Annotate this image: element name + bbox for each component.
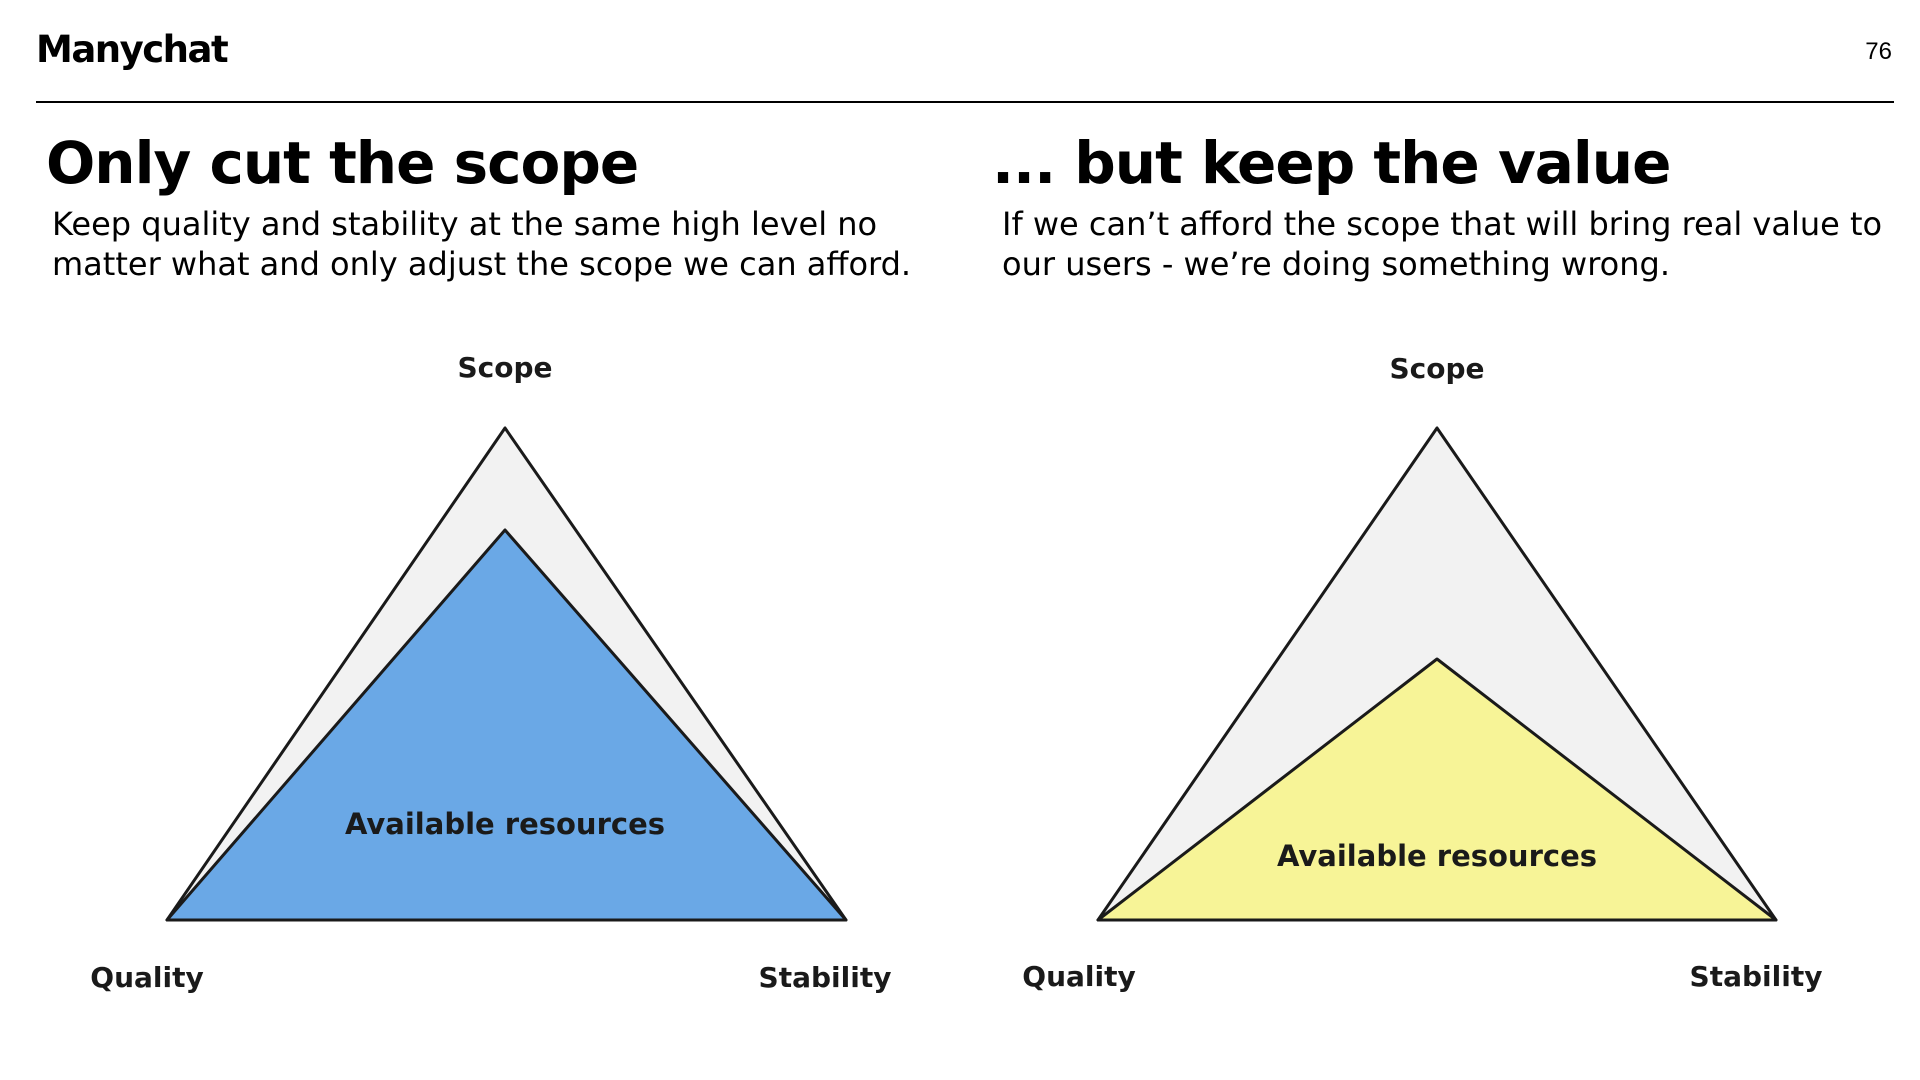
left-available-resources-label: Available resources	[345, 807, 665, 841]
right-description: If we can’t afford the scope that will b…	[1002, 205, 1883, 283]
left-title: Only cut the scope	[46, 129, 639, 197]
right-available-resources-label: Available resources	[1277, 839, 1597, 873]
left-scope-label: Scope	[457, 351, 552, 384]
right-title: ... but keep the value	[992, 129, 1671, 197]
right-inner-triangle	[1096, 657, 1778, 922]
left-description: Keep quality and stability at the same h…	[52, 205, 912, 283]
left-inner-triangle	[165, 528, 848, 922]
right-scope-label: Scope	[1389, 352, 1484, 385]
manychat-logo: Manychat	[36, 28, 229, 71]
right-stability-label: Stability	[1690, 960, 1823, 993]
page-number: 76	[1865, 38, 1892, 65]
right-triangle-diagram: Scope Quality Stability Available resour…	[1022, 352, 1822, 993]
left-stability-label: Stability	[759, 961, 892, 994]
right-quality-label: Quality	[1022, 960, 1135, 993]
left-triangle-diagram: Scope Quality Stability Available resour…	[90, 351, 891, 994]
left-quality-label: Quality	[90, 961, 203, 994]
header-divider	[36, 101, 1894, 103]
